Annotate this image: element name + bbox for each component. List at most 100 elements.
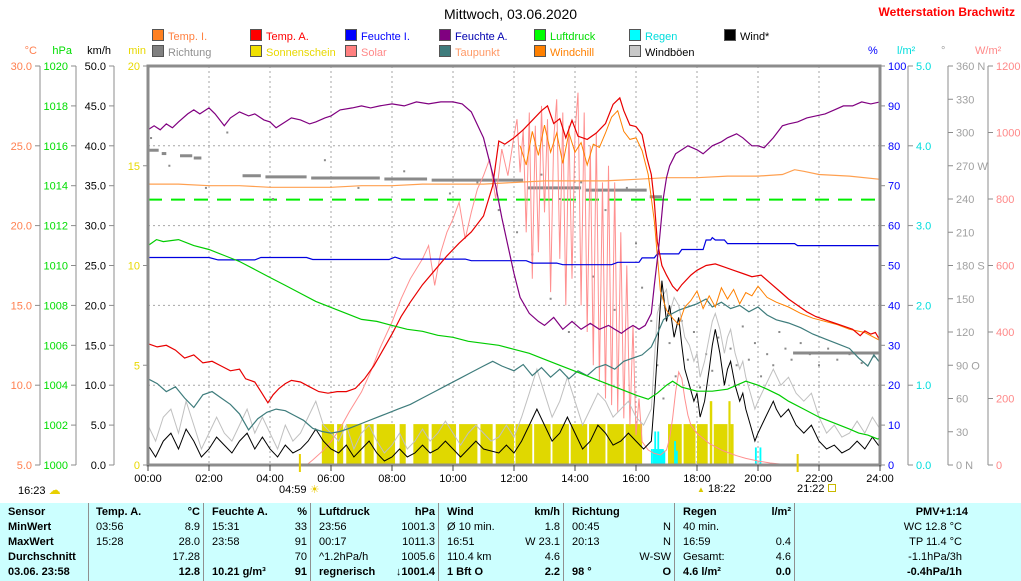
direction-axis-header: °	[941, 45, 945, 57]
direction-dot	[772, 364, 775, 367]
plot-area[interactable]	[146, 64, 882, 467]
sunshine-bar	[534, 424, 551, 465]
direction-dot	[497, 209, 500, 212]
humidity-axis-label: 50	[888, 261, 900, 273]
rain-axis-label: 4.0	[916, 141, 931, 153]
x-tick-label: 20:00	[744, 473, 772, 485]
table-cell-humidity-desc: 10.21 g/m³	[212, 566, 266, 578]
sunshine-bar	[730, 424, 734, 465]
sunshine-bar	[337, 424, 344, 465]
direction-dot	[753, 342, 756, 345]
pressure-axis-label: 1012	[44, 221, 68, 233]
table-header-pressure: Luftdruck	[319, 506, 370, 518]
sunshine-bar	[376, 424, 396, 465]
table-header-rain: Regen	[683, 506, 717, 518]
x-tick-label: 16:00	[622, 473, 650, 485]
legend-swatch-windchill	[534, 45, 546, 57]
humidity-axis-label: 10	[888, 420, 900, 432]
humidity-axis-label: 100	[888, 61, 906, 73]
table-header-pmv: PMV+1:14	[915, 506, 968, 518]
table-separator	[88, 503, 89, 581]
direction-dot	[799, 342, 802, 345]
table-row-label: MinWert	[8, 521, 52, 533]
temp-axis-label: 25.0	[11, 141, 32, 153]
rain-bar	[663, 450, 666, 465]
table-cell-humidity-value: 70	[294, 551, 307, 563]
table-cell-wind-value: 1.8	[544, 521, 560, 533]
pressure-axis-label: 1010	[44, 261, 68, 273]
direction-dot	[476, 181, 479, 184]
pressure-axis-label: 1002	[44, 420, 68, 432]
table-cell-rain-desc: 16:59	[683, 536, 711, 548]
direction-dot	[635, 242, 637, 245]
temp-axis-label: 15.0	[11, 300, 32, 312]
rain-bar	[652, 449, 655, 465]
direction-dot	[717, 336, 720, 339]
sunshine-bar	[570, 424, 588, 465]
sunset-marker: 21:22	[797, 483, 836, 495]
table-header-unit-wind: km/h	[534, 506, 560, 518]
direction-dot	[650, 319, 653, 322]
table-cell-pressure-desc: regnerisch	[319, 566, 376, 578]
solar-axis-label: 1000	[996, 128, 1020, 140]
series-feuchte_a	[147, 101, 881, 335]
legend-label-sonnenschein: Sonnenschein	[266, 47, 336, 59]
table-cell-pressure-desc: 00:17	[319, 536, 347, 548]
table-cell-temp-desc: 03:56	[96, 521, 124, 533]
direction-dot	[662, 397, 665, 400]
legend-label-windb-en: Windböen	[645, 47, 695, 59]
direction-dot	[872, 355, 875, 358]
rain-bar	[759, 447, 762, 465]
table-cell-wind-desc: 1 Bft O	[447, 566, 484, 578]
moonrise-marker: 16:23 ☁	[18, 483, 61, 497]
legend-label-luftdruck: Luftdruck	[550, 31, 596, 43]
direction-dot	[357, 186, 360, 189]
direction-dot	[272, 198, 275, 200]
sunshine-bar	[364, 424, 374, 465]
humidity-axis-label: 0	[888, 460, 894, 472]
direction-dot	[549, 297, 552, 300]
direction-dot	[656, 364, 659, 367]
rain-bar	[654, 431, 657, 465]
table-cell-humidity-desc: 15:31	[212, 521, 240, 533]
x-tick-label: 18:00	[683, 473, 711, 485]
table-header-unit-pressure: hPa	[414, 506, 435, 518]
legend-swatch-temp-a	[250, 29, 262, 41]
table-cell-temp-desc: 15:28	[96, 536, 124, 548]
table-cell-wind-value: W 23.1	[525, 536, 560, 548]
x-tick-label: 10:00	[439, 473, 467, 485]
table-row-label: MaxWert	[8, 536, 54, 548]
sunshine-bar	[709, 401, 713, 465]
table-separator	[794, 503, 795, 581]
sunshine-bar	[413, 424, 429, 465]
sunshine-bar	[607, 424, 624, 465]
pressure-axis-label: 1004	[44, 380, 68, 392]
solar-axis-header: W/m²	[975, 45, 1002, 57]
legend-item-windchill: Windchill	[534, 45, 594, 59]
direction-axis-label: 210	[956, 227, 974, 239]
table-header-unit-temp: °C	[187, 506, 200, 518]
rain-axis-header: l/m²	[897, 45, 916, 57]
direction-dot	[778, 331, 781, 333]
legend-swatch-feuchte-i	[345, 29, 357, 41]
legend-item-temp-a: Temp. A.	[250, 29, 309, 43]
legend-swatch-regen	[629, 29, 641, 41]
table-cell-humidity-desc: 23:58	[212, 536, 240, 548]
sunrise-time: 04:59	[279, 484, 307, 496]
table-cell-temp-value: 8.9	[184, 521, 200, 533]
table-header-wind: Wind	[447, 506, 474, 518]
table-cell-wind-desc: 110.4 km	[447, 551, 492, 563]
table-cell-temp-value: 17.28	[172, 551, 200, 563]
direction-dot	[625, 186, 628, 189]
x-tick-label: 08:00	[378, 473, 406, 485]
rain-axis-label: 1.0	[916, 380, 931, 392]
legend-swatch-solar	[345, 45, 357, 57]
windspeed-axis-label: 0.0	[91, 460, 106, 472]
windspeed-axis-label: 25.0	[85, 261, 106, 273]
windspeed-axis-label: 20.0	[85, 300, 106, 312]
humidity-axis-label: 60	[888, 221, 900, 233]
solar-axis-label: 600	[996, 261, 1014, 273]
pressure-axis-label: 1016	[44, 141, 68, 153]
direction-axis-label: 150	[956, 294, 974, 306]
